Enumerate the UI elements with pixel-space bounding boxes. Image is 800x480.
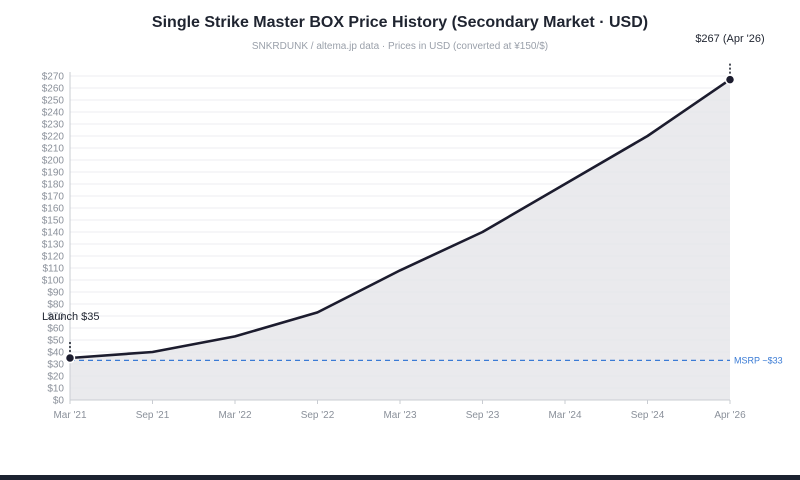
area-fill — [70, 79, 730, 400]
y-tick-label: $40 — [47, 348, 64, 359]
y-tick-label: $170 — [42, 192, 65, 203]
y-tick-label: $70 — [47, 312, 64, 323]
y-tick-label: $150 — [42, 216, 65, 227]
y-tick-label: $260 — [42, 84, 65, 95]
x-tick-label: Sep '24 — [631, 410, 665, 421]
y-tick-label: $50 — [47, 336, 64, 347]
chart-subtitle: SNKRDUNK / altema.jp data · Prices in US… — [251, 41, 549, 52]
x-tick-label: Mar '22 — [218, 410, 251, 421]
y-tick-label: $190 — [42, 168, 65, 179]
y-tick-label: $230 — [42, 120, 65, 131]
annotations: Launch $35 $267 (Apr '26) — [42, 33, 765, 352]
y-tick-label: $130 — [42, 240, 65, 251]
y-tick-label: $220 — [42, 132, 65, 143]
y-tick-label: $80 — [47, 300, 64, 311]
x-tick-label: Sep '22 — [301, 410, 335, 421]
y-tick-label: $100 — [42, 276, 65, 287]
y-tick-label: $110 — [42, 264, 64, 275]
y-tick-label: $180 — [42, 180, 65, 191]
y-tick-label: $10 — [47, 384, 64, 395]
y-tick-label: $30 — [47, 360, 64, 371]
series-line — [69, 78, 731, 360]
y-tick-label: $140 — [42, 228, 65, 239]
y-tick-label: $210 — [42, 144, 65, 155]
annotation-peak-label: $267 (Apr '26) — [695, 33, 764, 45]
y-tick-label: $200 — [42, 156, 65, 167]
data-points — [64, 74, 736, 364]
y-tick-label: $240 — [42, 108, 65, 119]
y-tick-label: $0 — [53, 396, 65, 407]
msrp-label: MSRP ~$33 — [734, 355, 783, 365]
y-tick-label: $60 — [47, 324, 64, 335]
y-tick-label: $160 — [42, 204, 65, 215]
y-tick-label: $120 — [42, 252, 65, 263]
msrp-reference: MSRP ~$33 — [70, 355, 783, 365]
x-tick-label: Mar '23 — [383, 410, 416, 421]
x-tick-label: Apr '26 — [714, 410, 746, 421]
x-tick-label: Sep '21 — [136, 410, 170, 421]
endpoint-marker-last — [724, 74, 736, 85]
y-tick-label: $20 — [47, 372, 64, 383]
y-tick-label: $90 — [47, 288, 64, 299]
y-tick-label: $270 — [42, 72, 65, 83]
x-tick-label: Sep '23 — [466, 410, 500, 421]
axes: $0$10$20$30$40$50$60$70$80$90$100$110$12… — [42, 72, 746, 422]
y-tick-label: $250 — [42, 96, 65, 107]
x-tick-label: Mar '21 — [53, 410, 86, 421]
chart-title: Single Strike Master BOX Price History (… — [151, 14, 649, 31]
annotation-launch-label: Launch $35 — [42, 311, 100, 323]
x-tick-label: Mar '24 — [548, 410, 581, 421]
bottom-bar — [0, 475, 800, 480]
endpoint-marker-first — [64, 352, 76, 364]
